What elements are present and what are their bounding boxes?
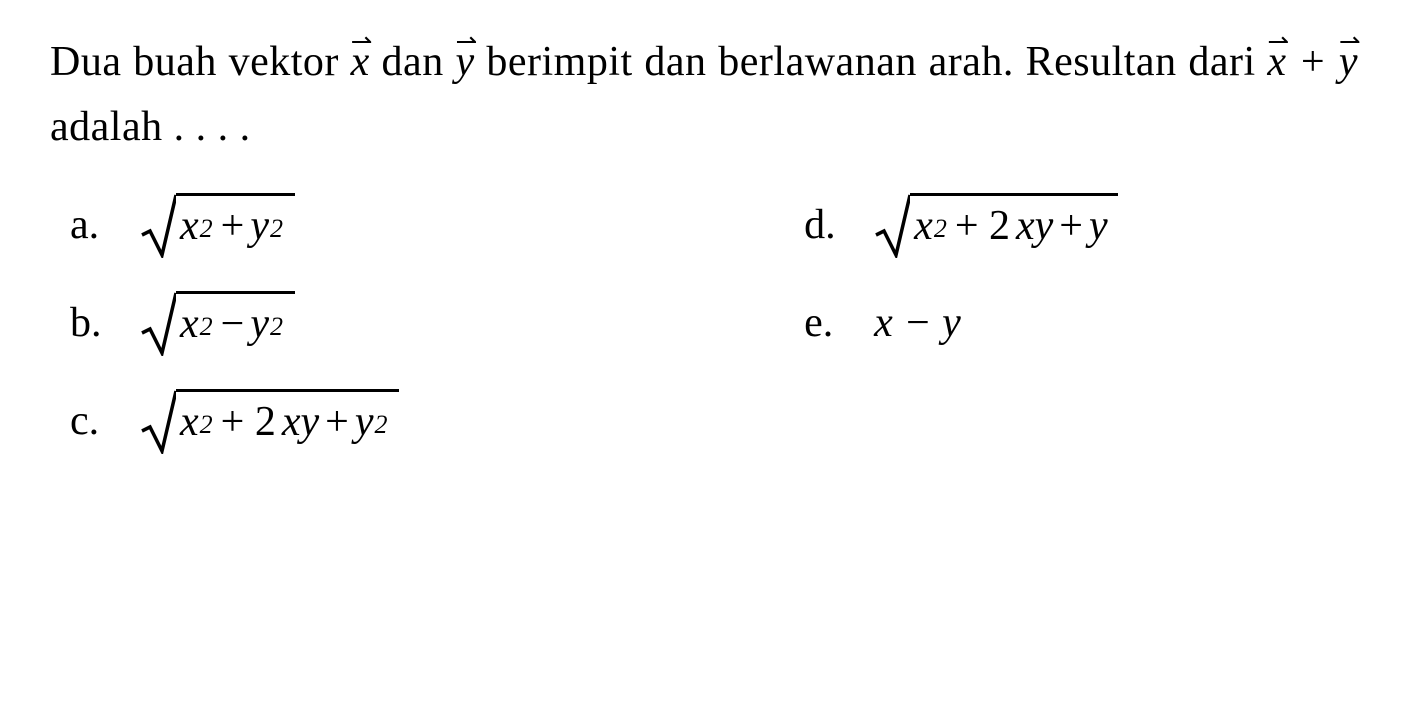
radical-icon — [874, 193, 910, 258]
options-column-left: a. x2 + y2 b. x2 − y2 c. — [70, 185, 804, 479]
options-container: a. x2 + y2 b. x2 − y2 c. — [50, 185, 1358, 479]
option-b: b. x2 − y2 — [70, 283, 804, 363]
option-a-expression: x2 + y2 — [140, 193, 295, 258]
options-column-right: d. x2 + 2xy + y e. x − y — [804, 185, 1358, 479]
question-part-3: berimpit dan berlawanan arah. Resultan d… — [475, 39, 1268, 85]
option-d-radicand: x2 + 2xy + y — [910, 193, 1117, 255]
option-b-radicand: x2 − y2 — [176, 291, 295, 353]
option-d: d. x2 + 2xy + y — [804, 185, 1358, 265]
option-c: c. x2 + 2xy + y2 — [70, 381, 804, 461]
option-a-radicand: x2 + y2 — [176, 193, 295, 255]
option-b-expression: x2 − y2 — [140, 291, 295, 356]
option-d-label: d. — [804, 201, 874, 249]
option-d-expression: x2 + 2xy + y — [874, 193, 1117, 258]
radical-icon — [140, 389, 176, 454]
vector-y-2: ⇀y — [1339, 30, 1358, 95]
plus-sign: + — [1287, 39, 1339, 85]
vector-arrow-icon: ⇀ — [351, 22, 370, 62]
question-part-2: dan — [370, 39, 456, 85]
option-e-expression: x − y — [874, 299, 961, 347]
option-a: a. x2 + y2 — [70, 185, 804, 265]
vector-arrow-icon: ⇀ — [1339, 22, 1358, 62]
vector-arrow-icon: ⇀ — [1267, 22, 1286, 62]
radical-icon — [140, 193, 176, 258]
vector-arrow-icon: ⇀ — [455, 22, 474, 62]
vector-y: ⇀y — [455, 30, 474, 95]
option-e: e. x − y — [804, 283, 1358, 363]
option-c-expression: x2 + 2xy + y2 — [140, 389, 399, 454]
vector-x: ⇀x — [351, 30, 370, 95]
question-part-4: adalah . . . . — [50, 104, 251, 150]
option-e-label: e. — [804, 299, 874, 347]
question-text: Dua buah vektor ⇀x dan ⇀y berimpit dan b… — [50, 30, 1358, 160]
question-part-1: Dua buah vektor — [50, 39, 351, 85]
option-c-radicand: x2 + 2xy + y2 — [176, 389, 399, 451]
option-a-label: a. — [70, 201, 140, 249]
vector-x-2: ⇀x — [1267, 30, 1286, 95]
radical-icon — [140, 291, 176, 356]
option-b-label: b. — [70, 299, 140, 347]
option-c-label: c. — [70, 397, 140, 445]
